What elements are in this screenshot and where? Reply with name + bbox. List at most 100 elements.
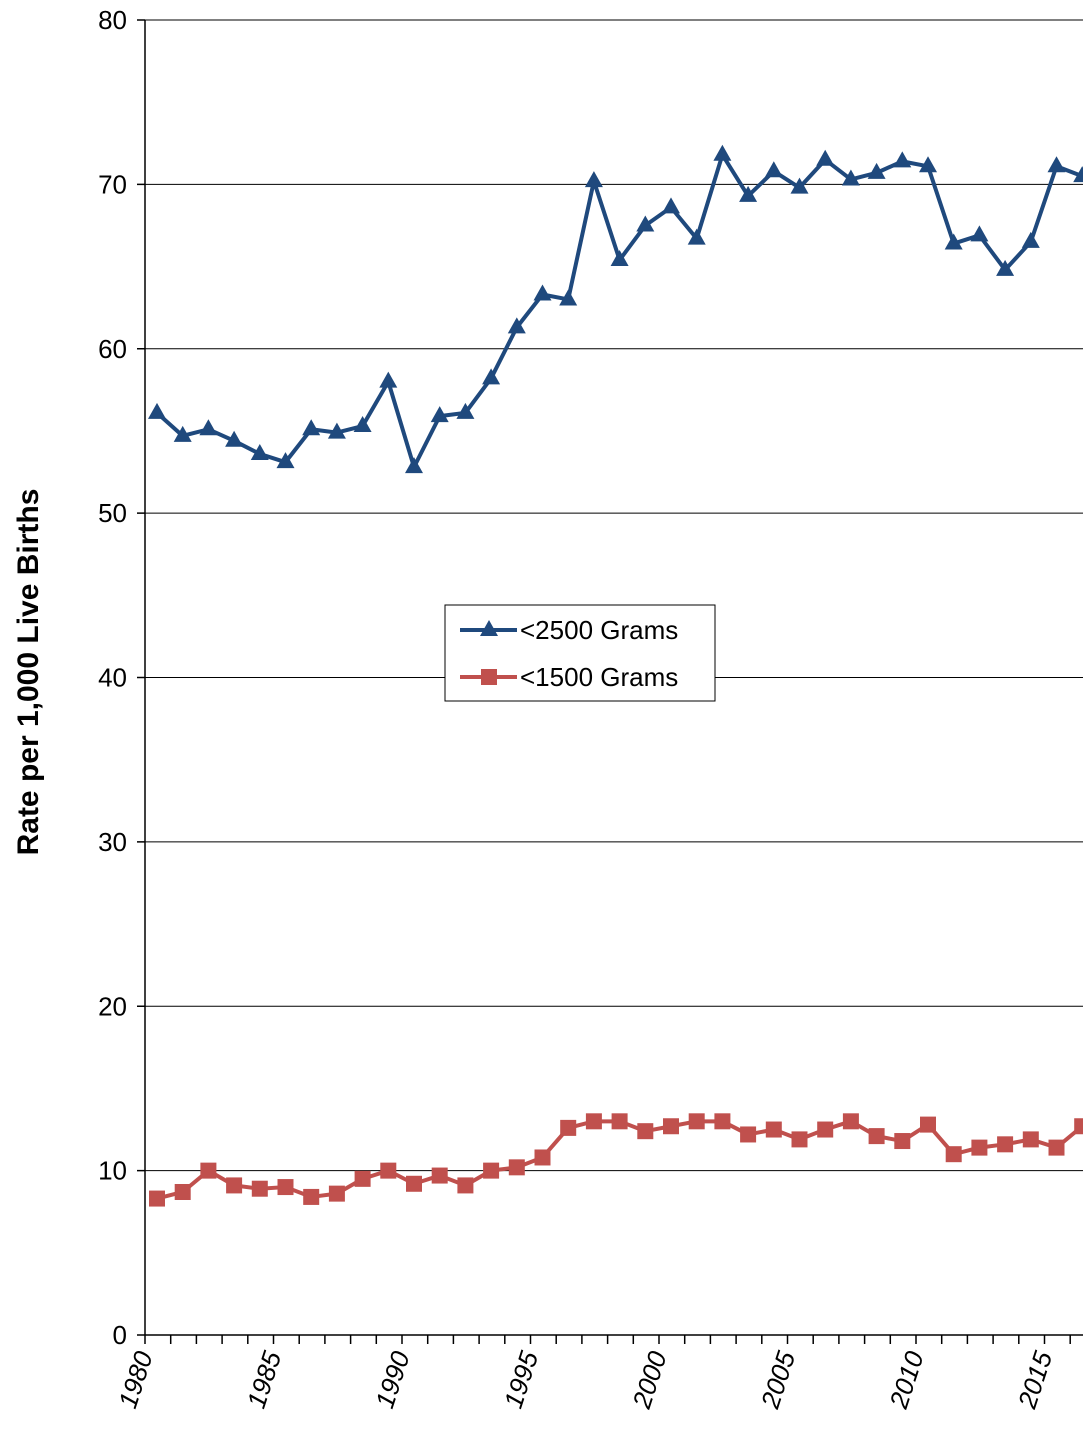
series-line (156, 1119, 1083, 1201)
data-point (431, 1167, 448, 1184)
data-point (842, 1113, 859, 1130)
data-point (1021, 231, 1040, 248)
data-point (380, 1162, 397, 1179)
data-point (584, 171, 603, 188)
data-point (250, 443, 269, 460)
data-point (997, 1136, 1014, 1153)
y-axis-label: Rate per 1,000 Live Births (12, 489, 45, 856)
x-axis-ticks: 1980 1985 1990 1995 2000 2005 2010 2015 (112, 1335, 1071, 1413)
data-point (430, 406, 449, 423)
data-point (610, 249, 629, 266)
x-tick-label: 2015 (1011, 1347, 1058, 1413)
y-tick-label: 10 (98, 1156, 127, 1186)
data-point (714, 1113, 731, 1130)
data-point (302, 419, 321, 436)
y-tick-label: 40 (98, 663, 127, 693)
data-point (687, 228, 706, 245)
data-point (328, 1185, 345, 1202)
legend-label: <2500 Grams (520, 615, 678, 645)
data-point (327, 422, 346, 439)
y-tick-label: 60 (98, 334, 127, 364)
data-point (713, 144, 732, 161)
data-point (765, 1121, 782, 1138)
data-point (841, 169, 860, 186)
data-point (971, 1139, 988, 1156)
series-2 (149, 1113, 1083, 1207)
data-point (507, 317, 526, 334)
data-point (482, 368, 501, 385)
data-point (276, 452, 295, 469)
legend-marker (480, 620, 498, 636)
data-point (945, 1146, 962, 1163)
data-point (148, 402, 166, 419)
data-point (303, 1188, 320, 1205)
data-point (199, 419, 218, 436)
data-point (173, 425, 192, 442)
data-point (1048, 1139, 1065, 1156)
data-point (868, 1128, 885, 1145)
data-point (662, 197, 680, 214)
data-point (508, 1159, 525, 1176)
data-point (764, 161, 783, 178)
x-tick-label: 1980 (112, 1347, 159, 1412)
y-tick-label: 50 (98, 498, 127, 528)
data-point (251, 1180, 268, 1197)
data-point (354, 1170, 371, 1187)
data-point (867, 162, 886, 179)
data-point (920, 1116, 936, 1133)
legend-item: <1500 Grams (460, 662, 678, 692)
legend: <2500 Grams <1500 Grams (444, 604, 716, 702)
data-point (559, 289, 578, 306)
gridlines (145, 19, 1083, 1172)
data-point (1074, 1118, 1083, 1135)
data-point (456, 402, 475, 419)
data-point (457, 1177, 474, 1194)
data-point (200, 1162, 217, 1179)
data-point (636, 215, 655, 232)
data-point (379, 371, 398, 388)
series-layer (148, 144, 1083, 1207)
data-point (970, 225, 989, 242)
data-point (225, 430, 244, 447)
series-line (155, 152, 1083, 470)
data-point (533, 284, 552, 301)
y-tick-label: 30 (98, 827, 127, 857)
data-point (1073, 166, 1083, 183)
data-point (560, 1119, 577, 1136)
data-point (277, 1179, 294, 1196)
data-point (790, 177, 809, 194)
x-tick-label: 2010 (883, 1347, 930, 1413)
data-point (406, 1175, 422, 1192)
data-point (919, 156, 937, 173)
data-point (663, 1118, 679, 1135)
legend-label: <1500 Grams (520, 662, 678, 692)
data-point (149, 1190, 165, 1207)
data-point (1047, 156, 1066, 173)
x-tick-label: 1995 (498, 1347, 545, 1412)
data-point (791, 1131, 808, 1148)
y-tick-label: 70 (98, 169, 127, 199)
data-point (405, 457, 423, 474)
data-point (816, 149, 835, 166)
data-point (688, 1113, 705, 1130)
data-point (894, 1133, 911, 1150)
data-point (996, 259, 1015, 276)
data-point (611, 1113, 628, 1130)
y-tick-label: 0 (113, 1320, 127, 1350)
x-tick-label: 2005 (754, 1347, 801, 1413)
data-point (534, 1149, 551, 1166)
data-point (740, 1126, 757, 1143)
data-point (944, 233, 963, 250)
data-point (226, 1177, 243, 1194)
x-tick-label: 1985 (241, 1347, 288, 1412)
x-tick-label: 1990 (369, 1347, 416, 1412)
data-point (353, 416, 372, 433)
data-point (585, 1113, 602, 1130)
y-tick-label: 20 (98, 991, 127, 1021)
data-point (817, 1121, 834, 1138)
legend-marker (481, 669, 497, 685)
x-tick-label: 2000 (626, 1347, 673, 1413)
data-point (739, 185, 758, 202)
y-axis-ticks: 0 10 20 30 40 50 60 70 80 (98, 5, 145, 1350)
